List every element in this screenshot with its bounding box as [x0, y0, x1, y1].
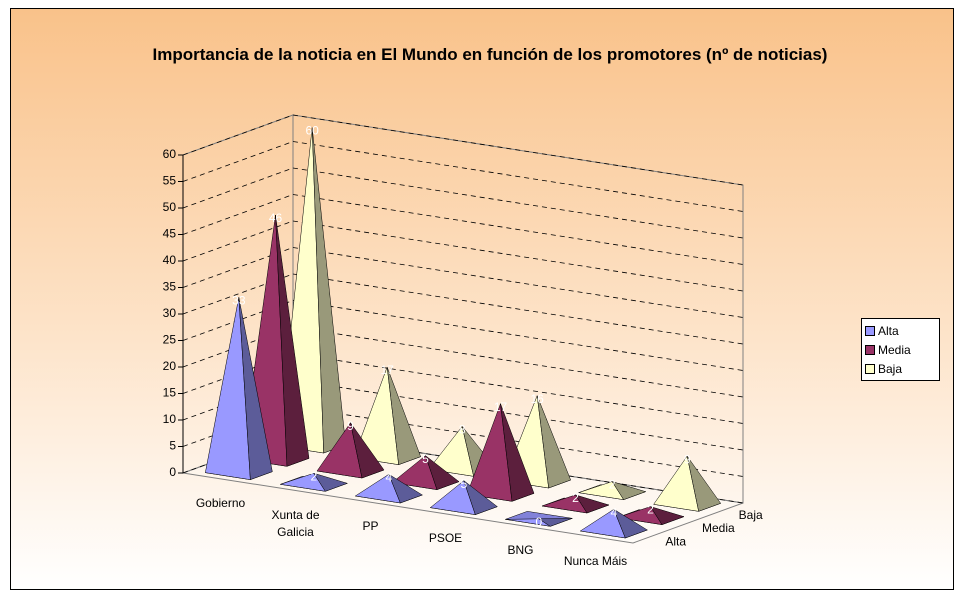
pyramid: [429, 479, 498, 515]
value-label: 5: [460, 477, 467, 491]
legend-item: Media: [862, 340, 939, 359]
value-label: 4: [385, 470, 392, 484]
y-tick-label: 25: [163, 333, 177, 347]
y-tick-label: 60: [163, 147, 177, 161]
legend-item: Baja: [862, 359, 939, 378]
grid-line: [182, 300, 744, 371]
legend-swatch: [865, 363, 875, 374]
y-tick-label: 0: [169, 465, 176, 479]
value-label: 60: [305, 124, 319, 138]
legend-label: Media: [878, 342, 911, 357]
y-tick-label: 10: [163, 412, 177, 426]
pyramid-face: [686, 455, 722, 512]
pyramid-face: [538, 518, 573, 527]
value-label: 8: [459, 423, 466, 437]
y-tick-label: 40: [163, 253, 177, 267]
value-label: 17: [380, 363, 394, 377]
pyramid: [354, 473, 423, 504]
pyramid-face: [500, 403, 535, 502]
pyramid-face: [536, 395, 571, 489]
depth-label: Media: [702, 521, 735, 535]
x-tick-label: Xunta de Galicia: [271, 507, 320, 539]
grid-line: [182, 247, 744, 318]
pyramid-face: [275, 214, 310, 467]
legend-item: Alta: [862, 321, 939, 340]
grid-line: [182, 167, 744, 239]
pyramid: [391, 454, 460, 490]
y-tick-label: 15: [163, 386, 177, 400]
pyramid-face: [238, 297, 273, 481]
value-label: 9: [347, 419, 354, 433]
pyramid: [466, 403, 535, 502]
pyramid-face: [613, 508, 648, 539]
y-tick-label: 20: [163, 359, 177, 373]
x-tick-label: Nunca Máis: [563, 554, 628, 569]
pyramid: [316, 422, 385, 479]
legend-label: Baja: [878, 361, 903, 376]
depth-label: Alta: [665, 535, 686, 549]
pyramid: [280, 472, 349, 492]
grid-line: [182, 141, 744, 212]
grid-line: [182, 220, 744, 292]
grid-line: [182, 273, 744, 345]
value-label: 9: [684, 452, 691, 466]
legend-swatch: [865, 344, 875, 355]
value-label: 17: [494, 400, 508, 414]
chart-title: Importancia de la noticia en El Mundo en…: [152, 45, 828, 64]
value-label: 46: [269, 211, 283, 225]
grid-line: [182, 194, 744, 265]
value-label: 33: [232, 293, 246, 307]
y-tick-label: 50: [163, 200, 177, 214]
x-tick-label: BNG: [507, 542, 534, 557]
pyramid: [541, 494, 610, 514]
x-tick-label: Gobierno: [195, 495, 246, 510]
depth-label: Baja: [739, 508, 763, 522]
pyramid-face: [574, 494, 610, 514]
value-label: 16: [530, 392, 544, 406]
pyramid-face: [424, 454, 460, 490]
legend-swatch: [865, 325, 875, 336]
x-tick-label: PSOE: [428, 530, 463, 545]
x-tick-label: PP: [362, 519, 379, 534]
value-label: 2: [647, 503, 654, 517]
legend-label: Alta: [878, 323, 899, 338]
value-label: 5: [422, 452, 429, 466]
pyramid: [579, 508, 648, 539]
pyramid: [353, 366, 421, 466]
pyramid: [653, 455, 722, 512]
value-label: 0: [535, 515, 542, 529]
value-label: 2: [310, 469, 317, 483]
y-tick-label: 30: [163, 306, 177, 320]
pyramid-face: [386, 366, 421, 466]
y-tick-label: 5: [169, 439, 176, 453]
pyramid-face: [313, 472, 349, 492]
grid-line: [182, 114, 744, 186]
pyramid-face: [649, 506, 685, 525]
pyramid: [578, 481, 647, 500]
pyramid-face: [463, 479, 498, 515]
value-label: 2: [572, 491, 579, 505]
value-label: 2: [609, 478, 616, 492]
pyramid-face: [350, 422, 385, 479]
y-tick-label: 55: [163, 174, 177, 188]
value-label: 4: [610, 505, 617, 519]
pyramid: [505, 511, 573, 527]
pyramid-face: [388, 473, 423, 504]
pyramid-face: [611, 481, 647, 500]
legend: Alta Media Baja: [861, 318, 940, 381]
y-tick-label: 35: [163, 280, 177, 294]
y-tick-label: 45: [163, 227, 177, 241]
pyramid: [205, 297, 273, 481]
pyramid: [616, 506, 685, 525]
